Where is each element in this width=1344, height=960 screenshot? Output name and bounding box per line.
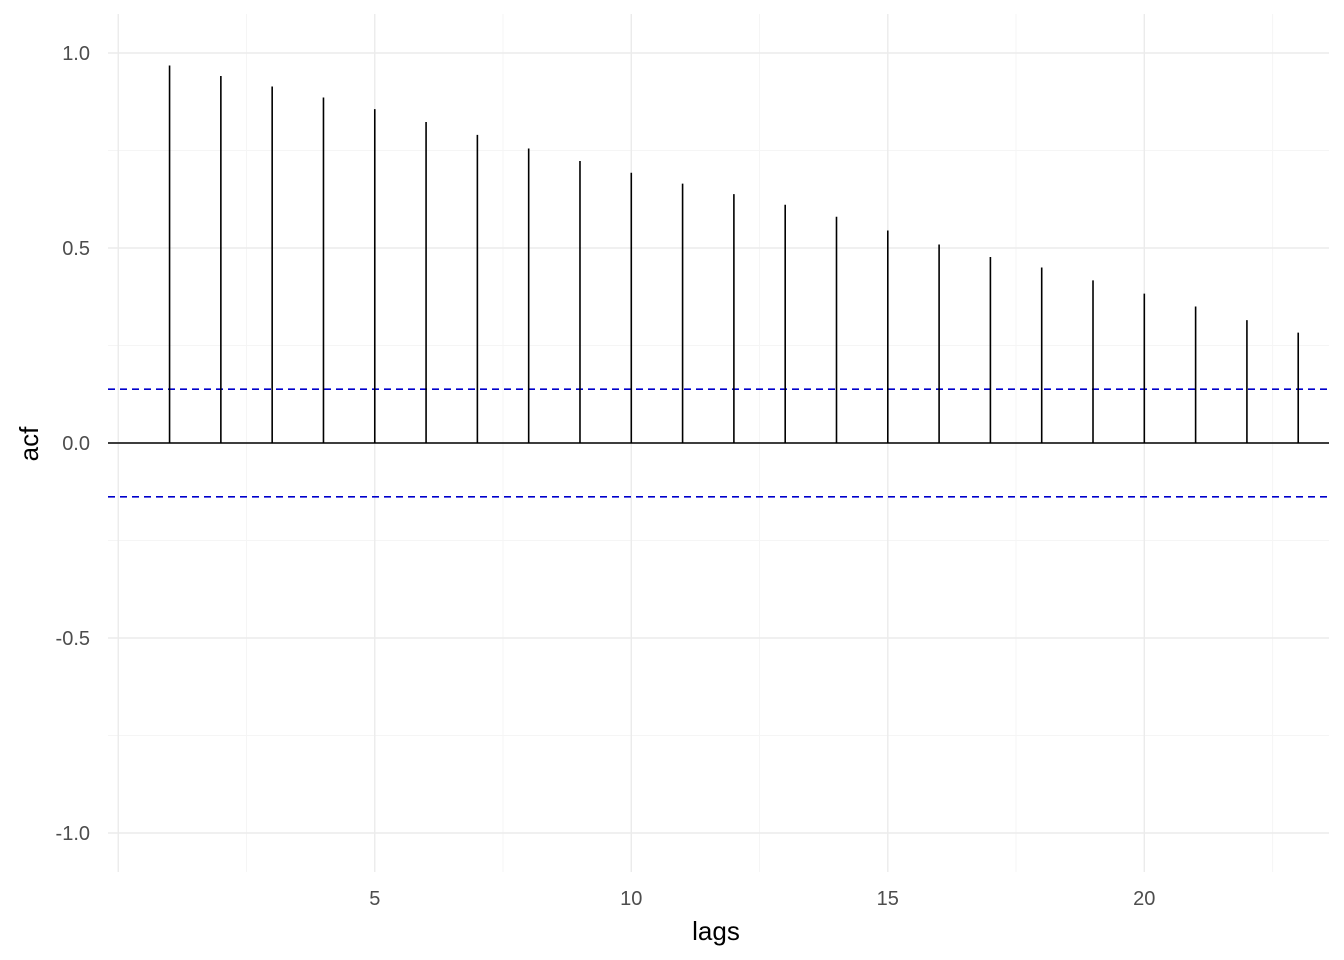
- y-tick-label: -0.5: [56, 628, 90, 650]
- y-tick-label: 0.0: [62, 433, 90, 455]
- x-axis-ticks: 5 10 15 20: [369, 888, 1155, 910]
- x-tick-label: 5: [369, 888, 380, 910]
- y-tick-label: 1.0: [62, 43, 90, 65]
- x-tick-label: 10: [620, 888, 642, 910]
- x-tick-label: 20: [1133, 888, 1155, 910]
- y-tick-label: 0.5: [62, 238, 90, 260]
- y-axis-title: acf: [14, 426, 44, 461]
- x-tick-label: 15: [877, 888, 899, 910]
- y-axis-ticks: -1.0 -0.5 0.0 0.5 1.0: [56, 43, 90, 845]
- acf-bars: [168, 65, 1300, 443]
- x-axis-title: lags: [692, 916, 740, 946]
- y-tick-label: -1.0: [56, 823, 90, 845]
